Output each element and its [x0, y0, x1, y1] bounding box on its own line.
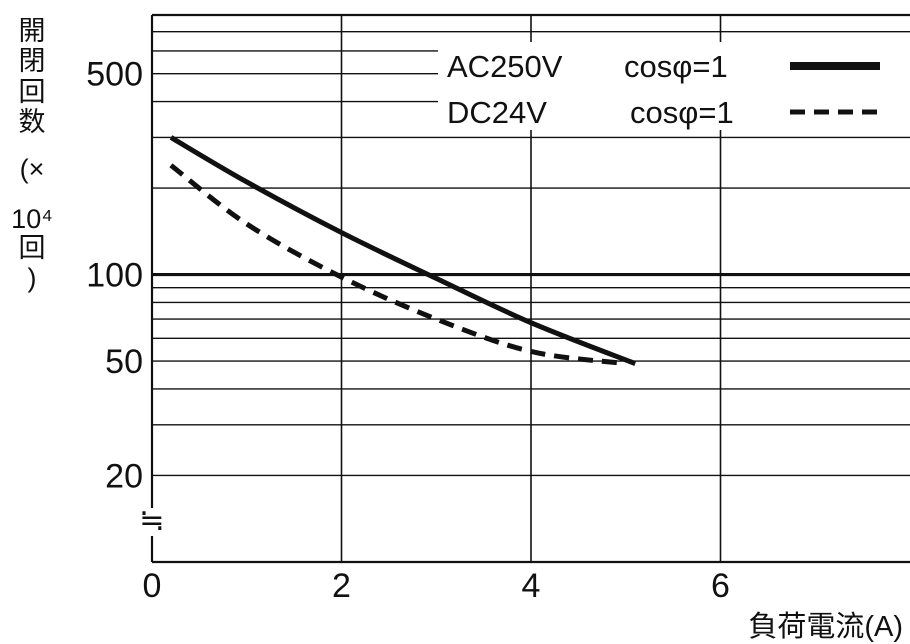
- y-label-char: ): [28, 263, 37, 293]
- x-tick-label: 6: [711, 567, 730, 605]
- y-label-char: 回: [19, 233, 46, 263]
- y-tick-label: 500: [86, 56, 143, 94]
- tick-labels: 0 2 4 6 20 50 100 500: [86, 56, 730, 605]
- x-tick-label: 0: [143, 567, 162, 605]
- series-dc24v-line: [169, 163, 627, 367]
- y-label-char: 数: [19, 107, 46, 137]
- y-tick-label: 50: [105, 343, 143, 381]
- axis-break-mark: ≒: [139, 504, 164, 537]
- legend-condition-ac250v: cosφ=1: [624, 49, 728, 84]
- x-tick-label: 2: [332, 567, 351, 605]
- legend: AC250V cosφ=1 DC24V cosφ=1: [438, 42, 910, 130]
- y-tick-label: 100: [86, 257, 143, 295]
- series-lines: [169, 135, 637, 367]
- y-label-char: 閉: [19, 46, 46, 76]
- legend-label-ac250v: AC250V: [447, 49, 563, 84]
- y-label-char: 回: [19, 77, 46, 107]
- y-label-char: 10⁴: [11, 204, 53, 234]
- y-label-char: 開: [19, 16, 46, 46]
- y-label-char: (×: [20, 154, 45, 184]
- legend-background: [438, 42, 910, 130]
- series-ac250v-line: [169, 135, 637, 366]
- x-axis-label: 負荷電流(A): [748, 610, 903, 643]
- y-tick-label: 20: [105, 457, 143, 495]
- legend-label-dc24v: DC24V: [447, 95, 547, 130]
- legend-condition-dc24v: cosφ=1: [630, 95, 734, 130]
- x-tick-label: 4: [522, 567, 541, 605]
- plot-frame: [150, 13, 910, 564]
